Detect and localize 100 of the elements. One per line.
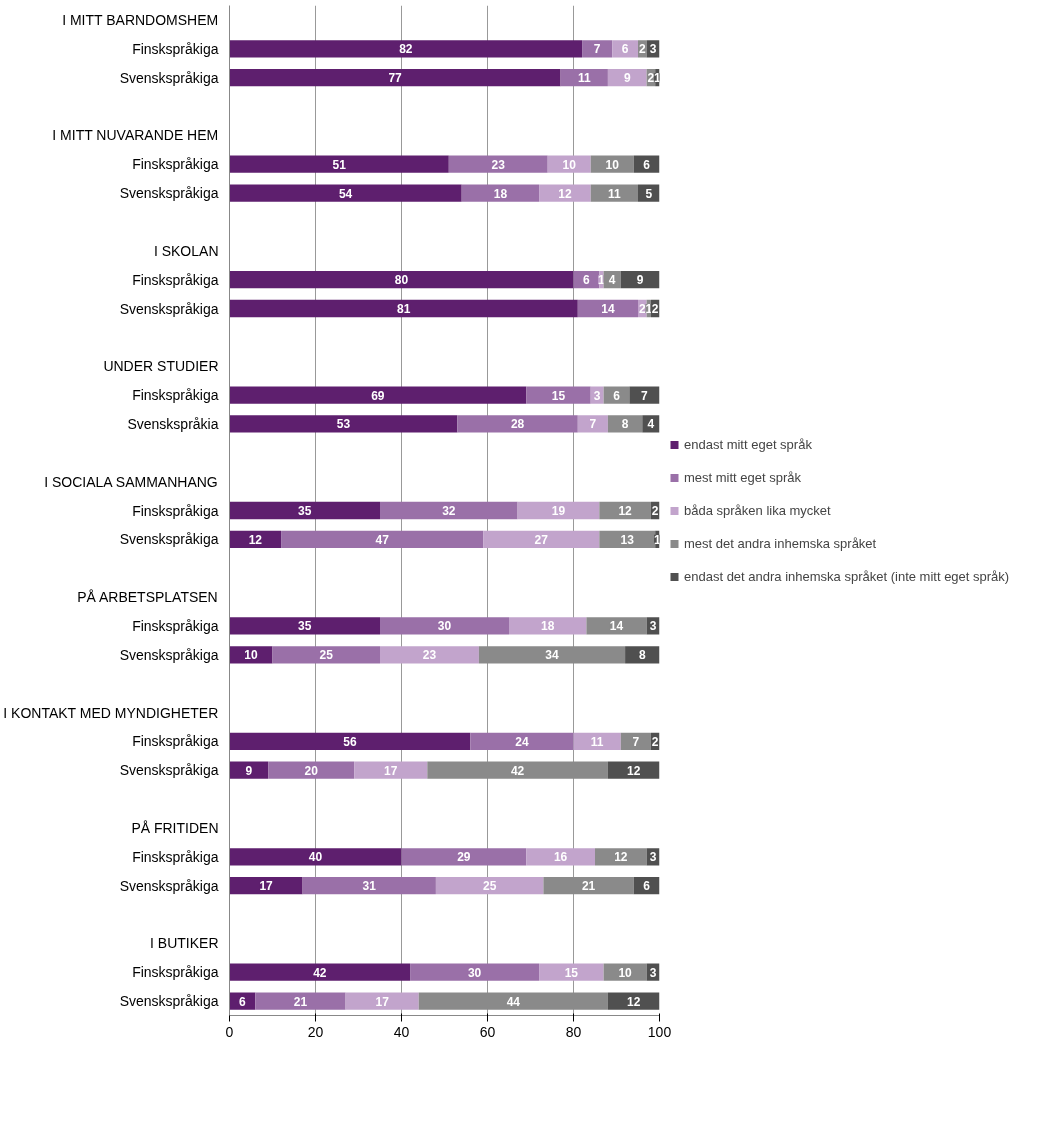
- data-label: 10: [244, 648, 258, 663]
- y-tick-label: Finskspråkiga: [132, 964, 219, 981]
- data-label: 51: [332, 157, 347, 172]
- x-tick-label: 20: [307, 1023, 324, 1040]
- bar: [380, 501, 518, 520]
- data-label: 29: [457, 850, 471, 865]
- bar: [539, 963, 604, 981]
- y-tick-label: Svenskspråkiga: [119, 646, 219, 663]
- legend-label: båda språken lika mycket: [684, 502, 831, 518]
- bar: [509, 617, 587, 635]
- y-tick-label: UNDER STUDIER: [103, 358, 219, 375]
- data-label: 8: [621, 417, 629, 432]
- data-label: 30: [467, 965, 482, 980]
- bar: [229, 876, 303, 895]
- data-label: 1: [598, 273, 606, 288]
- data-label: 82: [399, 42, 413, 57]
- bar: [229, 68, 561, 87]
- data-label: 7: [593, 42, 601, 57]
- data-label: 77: [388, 71, 403, 86]
- data-label: 53: [336, 417, 351, 432]
- data-label: 34: [545, 648, 559, 663]
- data-label: 12: [627, 994, 641, 1009]
- bar: [255, 992, 346, 1010]
- data-label: 2: [638, 302, 646, 316]
- bar: [229, 386, 527, 404]
- bar: [229, 848, 402, 866]
- bar: [401, 848, 527, 866]
- bar: [380, 617, 509, 635]
- data-label: 20: [304, 763, 319, 778]
- bar: [543, 876, 634, 895]
- y-tick-label: Svenskspråkiga: [119, 300, 219, 317]
- legend-label: endast mitt eget språk: [684, 436, 812, 452]
- bar: [470, 732, 574, 751]
- data-label: 81: [396, 302, 411, 316]
- bar: [229, 40, 583, 58]
- bar: [268, 761, 355, 779]
- bar: [607, 68, 647, 87]
- data-label: 24: [515, 734, 529, 749]
- y-tick-label: I SOCIALA SAMMANHANG: [44, 473, 218, 490]
- data-label: 6: [621, 42, 629, 57]
- y-tick-label: Finskspråkiga: [132, 617, 219, 634]
- bar: [302, 876, 436, 895]
- data-label: 32: [442, 504, 456, 518]
- bar: [620, 270, 660, 289]
- bar: [526, 386, 591, 404]
- data-label: 40: [308, 850, 323, 865]
- y-tick-label: Finskspråkiga: [132, 156, 219, 173]
- data-label: 12: [614, 850, 628, 865]
- data-label: 6: [239, 994, 247, 1009]
- y-tick-label: I MITT NUVARANDE HEM: [52, 127, 219, 144]
- data-label: 14: [609, 619, 624, 634]
- y-tick-label: I BUTIKER: [150, 935, 219, 952]
- data-label: 13: [620, 532, 635, 547]
- bar: [478, 646, 626, 664]
- data-label: 3: [649, 619, 657, 634]
- bar: [229, 184, 462, 202]
- y-tick-label: Finskspråkiga: [132, 848, 219, 865]
- data-label: 14: [601, 302, 615, 316]
- data-label: 2: [651, 504, 659, 518]
- bar: [418, 992, 608, 1010]
- y-tick-label: Finskspråkiga: [132, 502, 219, 519]
- bar: [427, 761, 608, 779]
- bar: [229, 761, 269, 779]
- data-label: 16: [553, 850, 568, 865]
- data-label: 3: [593, 388, 601, 403]
- x-tick-label: 60: [479, 1023, 496, 1040]
- data-label: 3: [649, 850, 657, 865]
- data-label: 6: [643, 879, 651, 894]
- bar: [229, 732, 471, 751]
- data-label: 25: [319, 648, 334, 663]
- bar: [272, 646, 380, 664]
- bar: [345, 992, 419, 1010]
- bar: [590, 184, 638, 202]
- data-label: 42: [313, 965, 327, 980]
- data-label: 15: [551, 388, 566, 403]
- data-label: 17: [259, 879, 274, 894]
- data-label: 9: [636, 273, 644, 288]
- y-tick-label: Svenskspråkiga: [119, 877, 219, 894]
- bar: [582, 40, 613, 58]
- bar: [229, 155, 449, 173]
- x-tick-label: 40: [393, 1023, 410, 1040]
- bar: [607, 415, 643, 433]
- data-label: 1: [654, 71, 662, 86]
- data-label: 25: [482, 879, 497, 894]
- bar: [229, 963, 411, 981]
- data-label: 47: [375, 532, 390, 547]
- data-label: 9: [623, 71, 631, 86]
- bar: [229, 270, 574, 289]
- bar: [229, 501, 380, 520]
- y-tick-label: I KONTAKT MED MYNDIGHETER: [3, 704, 219, 721]
- bar: [229, 299, 578, 318]
- bar: [577, 299, 638, 318]
- x-tick-label: 0: [225, 1023, 234, 1040]
- data-label: 54: [338, 186, 353, 201]
- data-label: 27: [534, 532, 549, 547]
- data-label: 10: [618, 965, 633, 980]
- data-label: 23: [422, 648, 437, 663]
- bar: [354, 761, 428, 779]
- data-label: 2: [647, 71, 655, 86]
- data-label: 3: [649, 965, 657, 980]
